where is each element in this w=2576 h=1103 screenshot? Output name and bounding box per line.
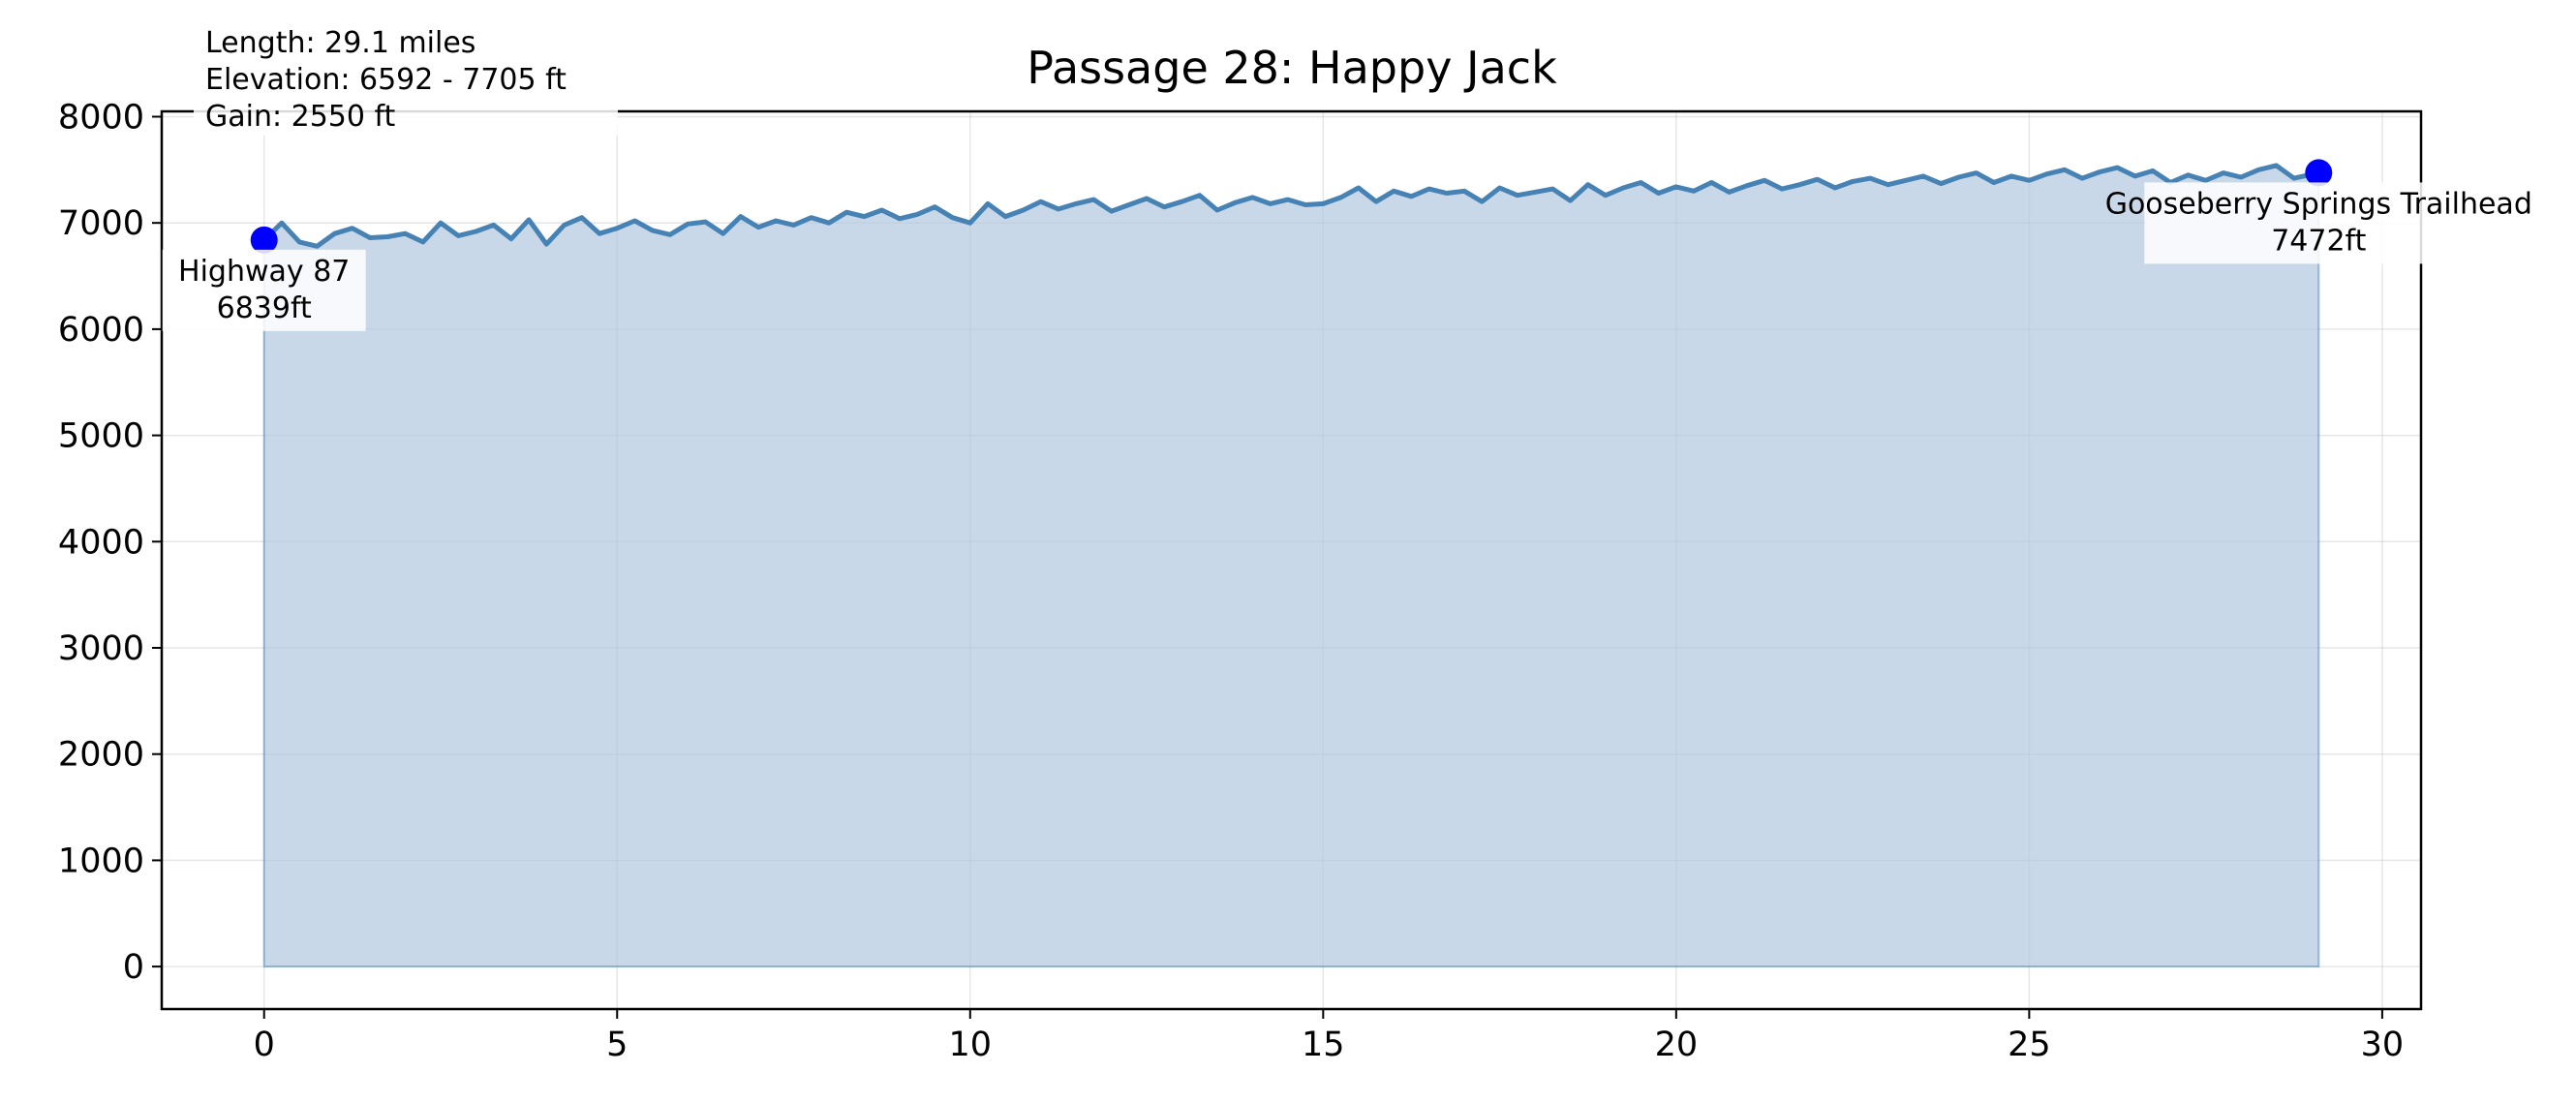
waypoint-name: Gooseberry Springs Trailhead: [2105, 187, 2532, 221]
waypoint-elevation: 6839ft: [217, 291, 312, 325]
axes-frame: [160, 109, 2423, 1011]
x-tick-label: 25: [2008, 1026, 2051, 1064]
waypoint-marker: [250, 226, 278, 254]
x-tick-label: 5: [606, 1026, 628, 1064]
x-tick-label: 10: [949, 1026, 993, 1064]
stats-length: Length: 29.1 miles: [205, 26, 475, 60]
x-tick-label: 30: [2361, 1026, 2405, 1064]
stats-gain: Gain: 2550 ft: [205, 100, 396, 134]
y-tick-label: 7000: [58, 204, 144, 243]
y-tick-label: 0: [123, 948, 144, 987]
x-tick-label: 0: [254, 1026, 275, 1064]
y-tick-label: 3000: [58, 629, 144, 668]
y-tick-label: 2000: [58, 736, 144, 775]
y-tick-label: 5000: [58, 417, 144, 456]
plot-area: [261, 163, 2320, 968]
waypoint-elevation: 7472ft: [2271, 224, 2366, 258]
y-tick-label: 1000: [58, 842, 144, 880]
y-tick-label: 4000: [58, 523, 144, 562]
waypoint-label-box: [162, 249, 366, 331]
waypoint-label-box: [2144, 182, 2494, 264]
waypoint-marker: [2305, 159, 2333, 187]
stats-box: Length: 29.1 miles Elevation: 6592 - 770…: [194, 21, 618, 136]
stats-box-background: [194, 21, 618, 136]
y-tick-label: 8000: [58, 98, 144, 137]
axes-ticks: 0 5 10 15 20 25 30 0 1000 2000 3000 4000 5000 6000 700…: [58, 98, 2404, 1064]
chart-title: Passage 28: Happy Jack: [1027, 42, 1557, 94]
elevation-line: [261, 163, 2319, 249]
y-tick-label: 6000: [58, 311, 144, 350]
elevation-area: [262, 164, 2320, 968]
waypoint-name: Highway 87: [178, 255, 350, 289]
x-tick-label: 15: [1302, 1026, 1345, 1064]
x-tick-label: 20: [1655, 1026, 1699, 1064]
stats-elevation: Elevation: 6592 - 7705 ft: [205, 63, 567, 97]
